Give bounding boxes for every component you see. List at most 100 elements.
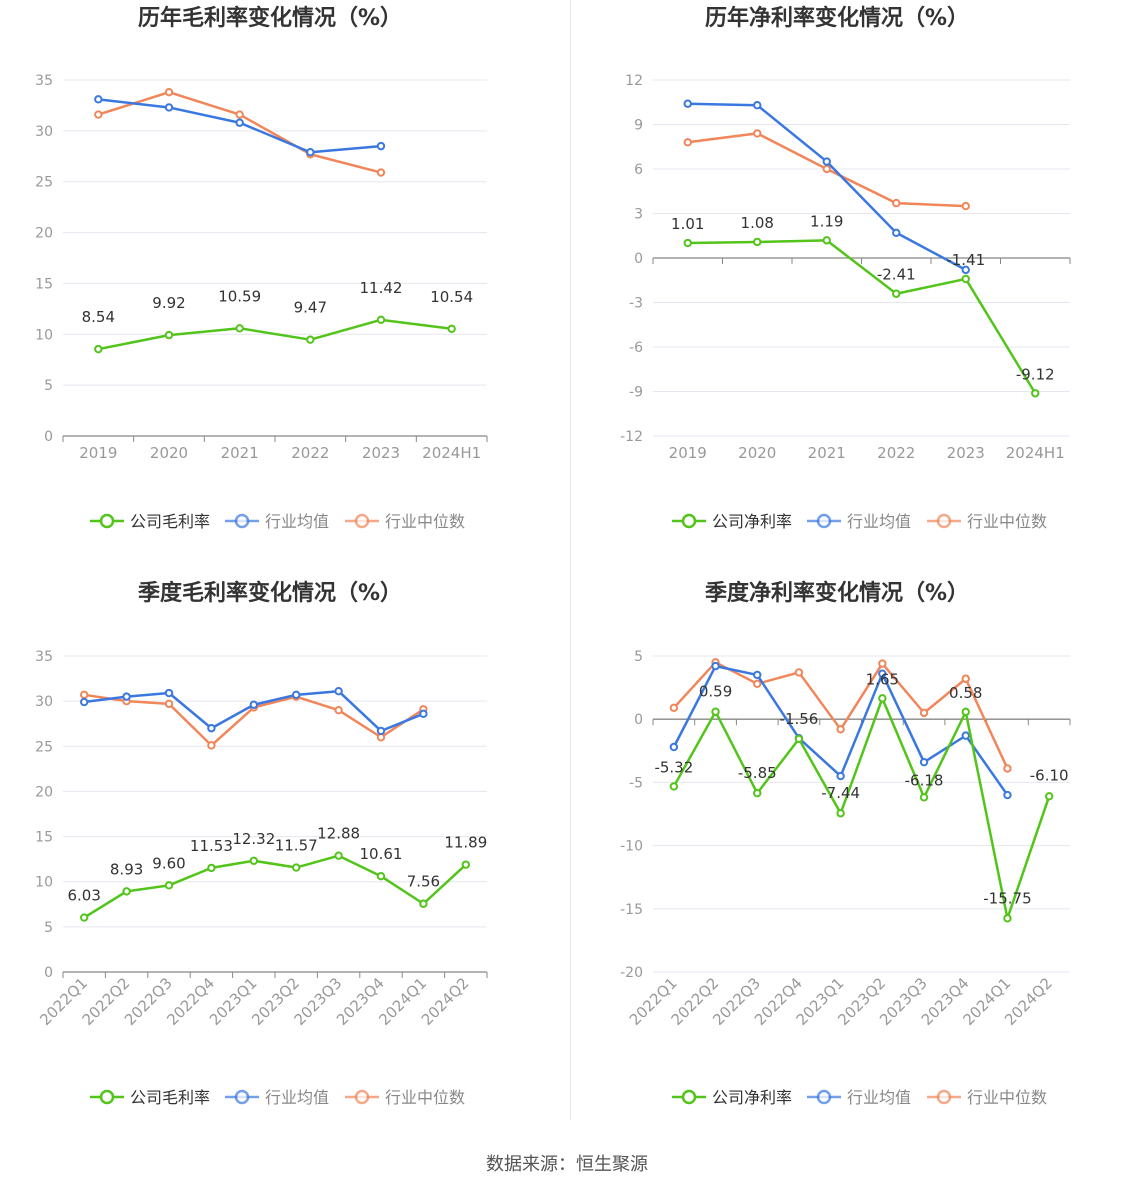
data-point-company — [80, 913, 89, 922]
data-label: -5.32 — [654, 758, 693, 776]
chart-annual-gross-margin-svg: 历年毛利率变化情况（%） 0 5 10 15 20 25 30 35 2019 2020 2021 20… — [35, 5, 488, 531]
data-point-company — [1044, 792, 1054, 801]
data-point-industry-median — [94, 110, 103, 119]
legend-label: 行业中位数 — [385, 512, 465, 531]
data-point-company — [292, 863, 301, 872]
y-tick-label: 0 — [44, 965, 53, 981]
data-point-industry-median — [961, 201, 970, 211]
data-label: 1.19 — [810, 212, 843, 230]
data-point-industry-median — [235, 110, 244, 119]
series-line-industry-median — [672, 661, 1009, 770]
legend-label: 行业均值 — [265, 1088, 329, 1107]
data-point-industry-median — [794, 668, 804, 677]
data-point-company — [249, 856, 259, 865]
data-point-industry-avg — [961, 731, 970, 740]
legend-label: 公司毛利率 — [130, 1088, 210, 1107]
y-tick-label: 5 — [634, 649, 643, 665]
data-point-industry-avg — [334, 687, 343, 696]
chart-quarterly-gross-margin-svg: 季度毛利率变化情况（%）051015202530352022Q12022Q220… — [35, 580, 488, 1107]
data-point-industry-avg — [836, 771, 845, 781]
data-label: 0.58 — [949, 684, 982, 702]
data-label: -1.41 — [946, 251, 985, 269]
data-point-industry-median — [919, 708, 929, 718]
data-point-company — [961, 707, 970, 717]
data-point-industry-avg — [1003, 790, 1012, 800]
chart-quarterly-net-margin-svg: 季度净利率变化情况（%）-20-15-10-5052022Q12022Q2202… — [620, 580, 1071, 1107]
data-point-industry-avg — [235, 118, 244, 127]
data-point-industry-median — [334, 705, 343, 715]
data-point-company — [1003, 914, 1012, 923]
data-point-company — [822, 236, 831, 245]
y-tick-label: 6 — [634, 162, 643, 178]
chart-title: 季度毛利率变化情况（%） — [138, 580, 402, 606]
data-point-company — [753, 237, 762, 247]
data-point-company — [235, 324, 244, 333]
data-point-industry-avg — [164, 688, 174, 698]
data-point-industry-avg — [683, 99, 692, 108]
legend-label: 行业中位数 — [967, 512, 1047, 531]
data-point-company — [376, 872, 386, 881]
legend-swatch-marker — [936, 513, 952, 529]
data-point-industry-median — [892, 198, 901, 208]
chart-annual-net-margin-svg: 历年净利率变化情况（%） -12 -9 -6 -3 0 3 6 9 12 2019 2020 2021 2… — [620, 5, 1071, 531]
y-tick-label: 0 — [634, 712, 643, 728]
series-line-industry-avg — [687, 102, 967, 271]
data-point-company — [683, 238, 692, 248]
y-tick-label: 0 — [44, 429, 53, 445]
data-label: 10.54 — [430, 288, 473, 306]
data-point-industry-avg — [711, 661, 720, 671]
x-tick-label: 2019 — [669, 444, 707, 462]
legend-label: 行业均值 — [847, 1088, 911, 1107]
y-tick-label: 15 — [35, 830, 53, 846]
y-tick-label: 35 — [35, 73, 53, 89]
data-point-company — [711, 707, 720, 716]
data-label: 11.57 — [275, 837, 318, 855]
data-point-industry-median — [669, 703, 679, 713]
data-label: 12.32 — [232, 830, 275, 848]
x-tick-label: 2022 — [291, 444, 329, 462]
data-label: 10.59 — [218, 287, 261, 305]
data-point-industry-median — [753, 679, 762, 689]
y-tick-label: 20 — [35, 784, 53, 800]
data-point-company — [164, 881, 174, 890]
legend-swatch-marker — [99, 1089, 115, 1105]
data-point-industry-median — [822, 164, 831, 174]
legend-label: 公司净利率 — [712, 1088, 792, 1107]
data-point-industry-avg — [919, 757, 929, 767]
data-point-industry-avg — [164, 103, 174, 112]
data-point-company — [919, 793, 929, 802]
data-point-company — [794, 734, 804, 744]
y-tick-label: 30 — [35, 124, 53, 140]
data-point-company — [669, 782, 679, 791]
data-point-company — [122, 887, 131, 896]
legend-swatch-marker — [681, 513, 697, 529]
data-label: 1.65 — [866, 670, 899, 688]
y-tick-label: 25 — [35, 739, 53, 755]
legend-swatch-marker — [681, 1089, 697, 1105]
data-point-industry-avg — [94, 95, 103, 104]
data-label: 9.60 — [152, 854, 185, 872]
data-point-industry-avg — [80, 697, 89, 707]
chart-annual-gross-margin: 历年毛利率变化情况（%） 0 5 10 15 20 25 30 35 2019 2020 2021 20… — [0, 0, 567, 575]
y-tick-label: -10 — [620, 839, 643, 855]
data-label: 7.56 — [407, 873, 440, 891]
y-tick-label: 20 — [35, 226, 53, 242]
data-label: 9.47 — [294, 299, 327, 317]
data-label: 9.92 — [152, 294, 185, 312]
panel-divider — [570, 0, 571, 1120]
data-point-company — [376, 315, 386, 325]
x-tick-label: 2021 — [808, 444, 846, 462]
data-point-industry-avg — [822, 157, 831, 166]
y-tick-label: 10 — [35, 875, 53, 891]
y-tick-label: -5 — [629, 775, 643, 791]
y-tick-label: 3 — [634, 207, 643, 223]
y-tick-label: 15 — [35, 276, 53, 292]
legend-swatch-marker — [816, 1089, 832, 1105]
data-point-company — [164, 330, 174, 340]
y-tick-label: 12 — [625, 73, 643, 89]
legend-swatch-marker — [354, 1089, 370, 1105]
x-tick-label: 2023 — [362, 444, 400, 462]
data-point-industry-avg — [753, 101, 762, 110]
data-label: -9.12 — [1016, 365, 1055, 383]
data-point-industry-median — [80, 690, 89, 700]
